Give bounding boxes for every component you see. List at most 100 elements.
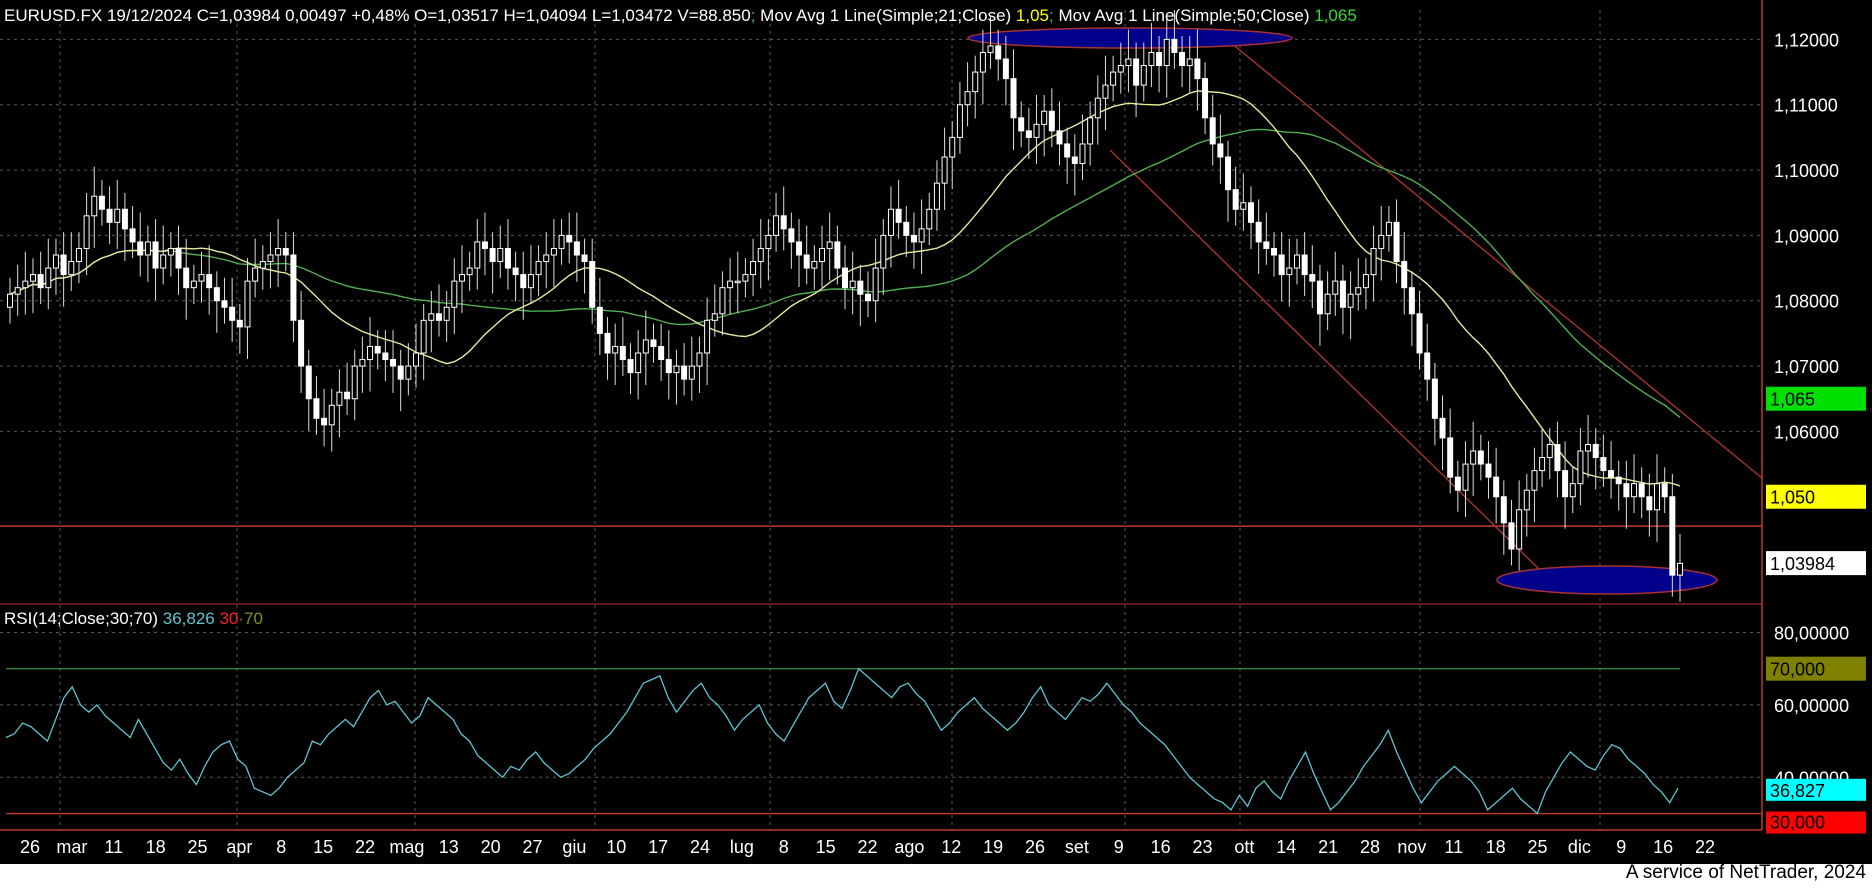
candle-body bbox=[589, 261, 596, 308]
candle-body bbox=[328, 404, 335, 426]
price-tag-label: 1,050 bbox=[1770, 488, 1815, 508]
candle-body bbox=[1523, 489, 1530, 511]
candle-body bbox=[190, 280, 197, 289]
rsi-tag-70 bbox=[1766, 656, 1866, 681]
candle-body bbox=[1293, 254, 1300, 269]
candle-body bbox=[558, 234, 565, 249]
candle-body bbox=[788, 228, 795, 243]
x-tick-label: 18 bbox=[146, 837, 166, 857]
candle-body bbox=[1140, 65, 1147, 86]
candle-body bbox=[696, 352, 703, 367]
rsi-tag-label: 30,000 bbox=[1770, 813, 1825, 833]
candle-body bbox=[979, 51, 986, 73]
candle-body bbox=[1332, 280, 1339, 295]
candle-body bbox=[1301, 254, 1308, 276]
price-chart-header: EURUSD.FX 19/12/2024 C=1,03984 0,00497 +… bbox=[4, 6, 1357, 26]
candle-body bbox=[1562, 470, 1569, 498]
candle-body bbox=[1156, 51, 1163, 67]
candle-body bbox=[1408, 287, 1415, 315]
candle-body bbox=[367, 345, 374, 361]
rsi-tag-label: 70,000 bbox=[1770, 660, 1825, 680]
candle-body bbox=[144, 241, 151, 256]
candle-body bbox=[305, 365, 312, 400]
candle-body bbox=[1339, 280, 1346, 308]
candle-body bbox=[435, 313, 442, 321]
candle-body bbox=[1248, 202, 1255, 223]
candle-body bbox=[1002, 58, 1009, 80]
candle-body bbox=[903, 221, 910, 236]
candle-body bbox=[1638, 483, 1645, 498]
price-axis-label: 1,10000 bbox=[1774, 161, 1839, 181]
ma50-value: 1,065 bbox=[1314, 6, 1357, 25]
candle-body bbox=[290, 254, 297, 321]
candle-body bbox=[45, 267, 52, 289]
candle-body bbox=[1454, 476, 1461, 491]
candle-body bbox=[1600, 457, 1607, 472]
x-tick-label: 26 bbox=[20, 837, 40, 857]
x-tick-label: 25 bbox=[187, 837, 207, 857]
candle-body bbox=[1179, 51, 1186, 67]
candle-body bbox=[1048, 110, 1055, 132]
x-tick-label: apr bbox=[226, 837, 252, 857]
candle-body bbox=[1171, 38, 1178, 53]
rsi-header: RSI(14;Close;30;70) 36,826 30·70 bbox=[4, 609, 263, 629]
candle-body bbox=[1569, 483, 1576, 498]
x-tick-label: 22 bbox=[1695, 837, 1715, 857]
candle-body bbox=[1347, 293, 1354, 308]
x-tick-label: 17 bbox=[648, 837, 668, 857]
candle-body bbox=[550, 247, 557, 256]
candle-body bbox=[1416, 313, 1423, 354]
candle-body bbox=[221, 300, 228, 308]
candle-body bbox=[719, 287, 726, 315]
symbol-info: EURUSD.FX 19/12/2024 C=1,03984 0,00497 +… bbox=[4, 6, 751, 25]
candle-body bbox=[106, 208, 113, 223]
candle-body bbox=[1585, 443, 1592, 452]
candle-body bbox=[282, 247, 289, 256]
x-tick-label: mar bbox=[56, 837, 87, 857]
candle-body bbox=[1324, 293, 1331, 315]
x-tick-label: 21 bbox=[1318, 837, 1338, 857]
candle-body bbox=[972, 71, 979, 93]
candle-body bbox=[910, 234, 917, 243]
candle-body bbox=[321, 417, 328, 426]
price-tag bbox=[1766, 484, 1866, 509]
candle-body bbox=[121, 208, 128, 230]
candle-body bbox=[52, 254, 59, 269]
candle-body bbox=[129, 228, 136, 243]
candle-body bbox=[949, 136, 956, 158]
candle-body bbox=[275, 247, 282, 256]
candle-body bbox=[1646, 496, 1653, 511]
candle-body bbox=[1209, 117, 1216, 145]
candle-body bbox=[152, 241, 159, 269]
x-tick-label: 12 bbox=[941, 837, 961, 857]
candle-body bbox=[22, 280, 29, 289]
candle-body bbox=[489, 247, 496, 263]
candle-body bbox=[83, 215, 90, 249]
candle-body bbox=[995, 45, 1002, 60]
candle-body bbox=[1493, 476, 1500, 498]
candle-body bbox=[1102, 84, 1109, 99]
candle-body bbox=[351, 365, 358, 400]
candle-body bbox=[1500, 496, 1507, 524]
x-tick-label: 14 bbox=[1276, 837, 1296, 857]
x-tick-label: 9 bbox=[1114, 837, 1124, 857]
candle-body bbox=[14, 287, 21, 295]
candle-body bbox=[114, 208, 121, 223]
candle-body bbox=[596, 306, 603, 334]
candle-body bbox=[474, 241, 481, 269]
candle-body bbox=[1508, 522, 1515, 550]
ma21-label: Mov Avg 1 Line(Simple;21;Close) bbox=[755, 6, 1016, 25]
candle-body bbox=[313, 398, 320, 419]
candle-body bbox=[535, 261, 542, 276]
candle-body bbox=[1202, 78, 1209, 119]
candle-body bbox=[757, 247, 764, 263]
candle-body bbox=[1018, 117, 1025, 132]
price-tag bbox=[1766, 551, 1866, 576]
candle-body bbox=[543, 254, 550, 263]
x-tick-label: ago bbox=[894, 837, 924, 857]
candle-body bbox=[405, 365, 412, 380]
candle-body bbox=[566, 234, 573, 243]
candle-body bbox=[252, 267, 259, 282]
candle-body bbox=[481, 241, 488, 249]
